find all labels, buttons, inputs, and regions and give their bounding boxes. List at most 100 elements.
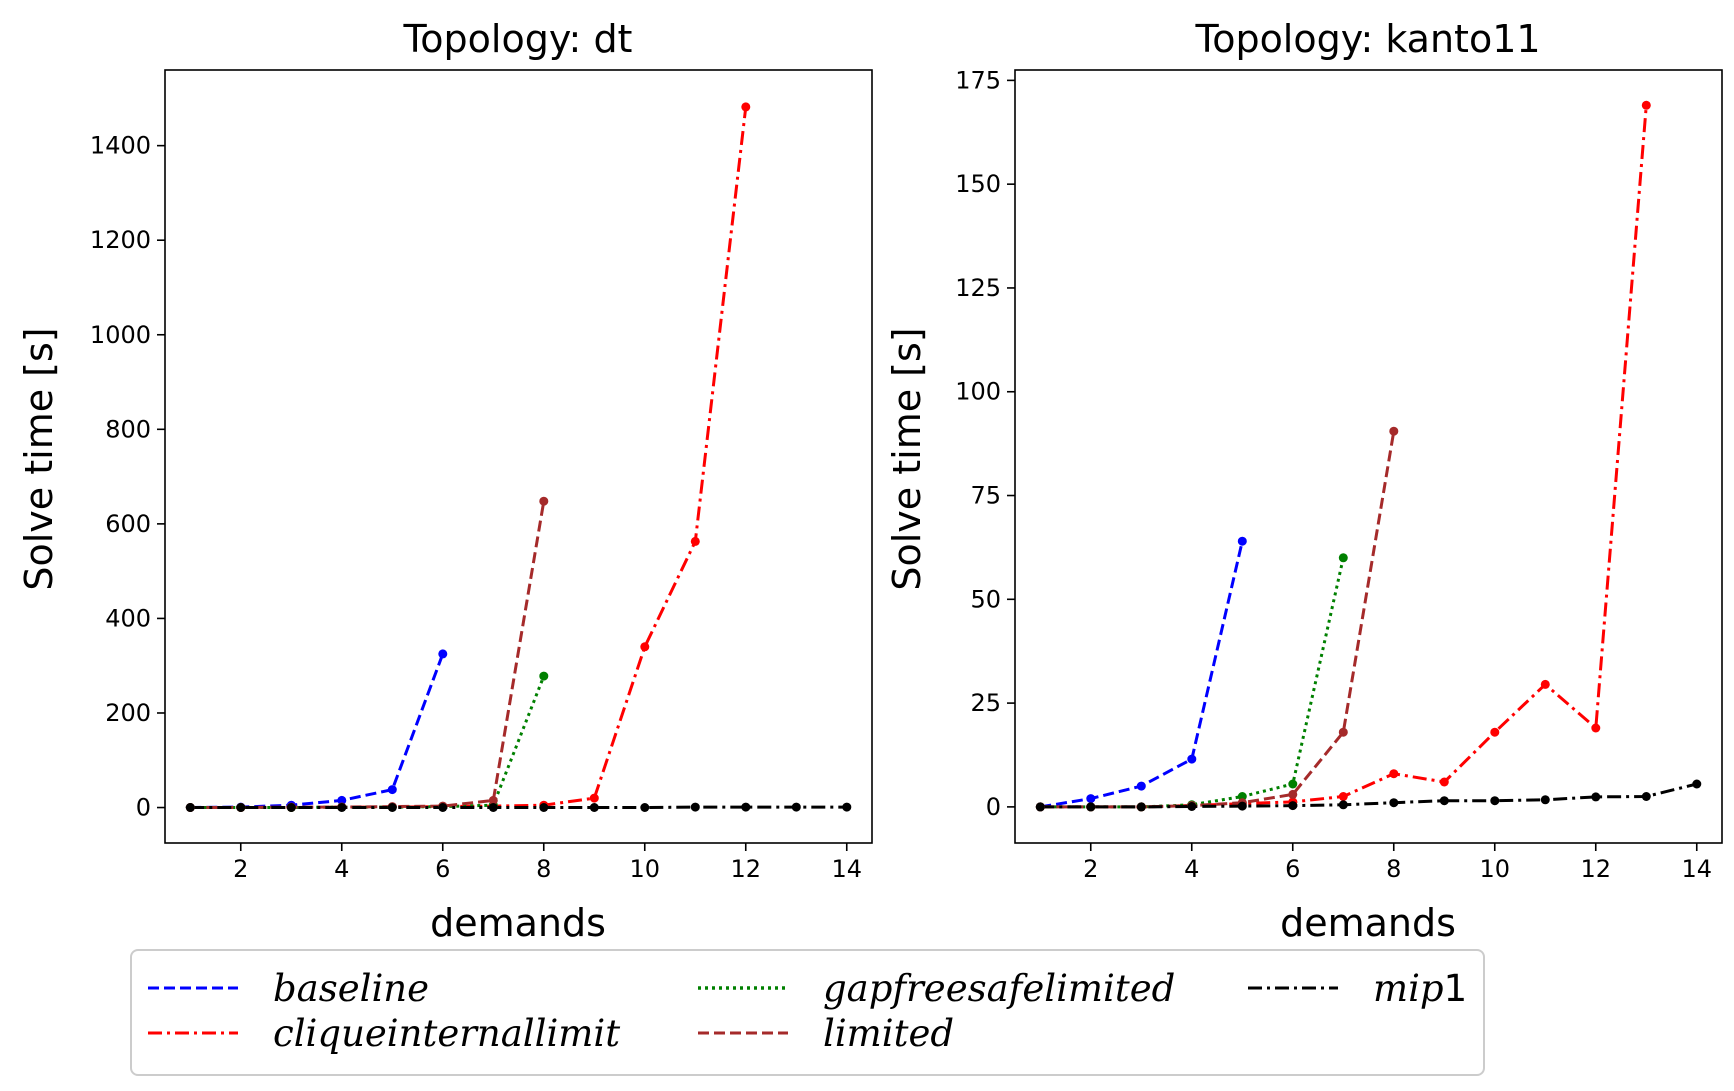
data-point-mip1: [387, 803, 397, 812]
y-tick-label: 0: [986, 793, 1001, 821]
data-point-baseline: [1136, 781, 1146, 791]
legend: baseline cliqueinternallimit gapfreesafe…: [130, 949, 1485, 1076]
legend-item-baseline: baseline: [148, 967, 429, 1010]
legend-label-cliqueinternallimit: cliqueinternallimit: [273, 1012, 620, 1055]
data-point-cliqueinternallimit: [589, 793, 599, 803]
data-point-mip1: [236, 803, 246, 812]
data-point-mip1: [741, 802, 751, 812]
series-line-cliqueinternallimit: [1040, 105, 1648, 809]
data-point-mip1: [1641, 792, 1651, 801]
x-tick-label: 6: [435, 855, 450, 883]
data-point-gapfreesafelimited: [1338, 553, 1348, 563]
y-tick-label: 800: [105, 415, 151, 443]
axis-ticks: 2 4 6 8 10 12 14 0 200 400 600 800 1000 1200 1400: [90, 132, 862, 883]
data-point-mip1: [488, 803, 498, 812]
x-tick-label: 2: [1083, 855, 1098, 883]
x-tick-label: 4: [1184, 855, 1199, 883]
series-line-gapfreesafelimited: [190, 675, 546, 809]
data-point-mip1: [1035, 802, 1045, 812]
series-line-baseline: [190, 653, 445, 809]
x-tick-label: 8: [536, 855, 551, 883]
data-point-mip1: [1086, 802, 1096, 812]
data-point-limited: [488, 795, 498, 805]
data-point-limited: [1389, 426, 1399, 436]
x-tick-label: 14: [831, 855, 862, 883]
x-axis-label: demands: [1280, 901, 1456, 945]
data-point-baseline: [1086, 794, 1096, 804]
y-tick-label: 400: [105, 604, 151, 632]
x-tick-label: 2: [233, 855, 248, 883]
y-tick-label: 100: [955, 378, 1001, 406]
data-point-mip1: [337, 803, 347, 812]
plot-area: [185, 102, 852, 812]
axes-frame: [1014, 69, 1723, 844]
y-tick-label: 50: [970, 585, 1001, 613]
data-point-mip1: [1288, 801, 1298, 811]
data-point-mip1: [1540, 795, 1550, 805]
data-point-baseline: [1237, 536, 1247, 546]
data-point-gapfreesafelimited: [1288, 779, 1298, 789]
y-tick-label: 1400: [90, 132, 151, 160]
y-tick-label: 25: [970, 689, 1001, 717]
plot-area: [1035, 100, 1702, 812]
x-tick-label: 4: [334, 855, 349, 883]
x-tick-label: 14: [1681, 855, 1712, 883]
data-point-mip1: [791, 802, 801, 812]
series-line-limited: [190, 500, 546, 809]
data-point-mip1: [842, 802, 852, 812]
data-point-cliqueinternallimit: [640, 642, 650, 652]
data-point-cliqueinternallimit: [1389, 769, 1399, 779]
legend-label-gapfreesafelimited: gapfreesafelimited: [823, 967, 1175, 1010]
data-point-mip1: [1490, 796, 1500, 806]
data-point-mip1: [1591, 792, 1601, 802]
data-point-mip1: [438, 803, 448, 812]
data-point-gapfreesafelimited: [1237, 792, 1247, 801]
data-point-mip1: [1187, 802, 1197, 811]
data-point-gapfreesafelimited: [539, 671, 549, 681]
chart-title: Topology: kanto11: [1194, 17, 1540, 61]
y-tick-label: 1200: [90, 226, 151, 254]
y-tick-label: 1000: [90, 321, 151, 349]
chart-title: Topology: dt: [403, 17, 633, 61]
chart-kanto11: Topology: kanto11 demands Solve time [s]…: [885, 17, 1723, 945]
data-point-mip1: [286, 803, 296, 812]
data-point-limited: [1338, 727, 1348, 737]
data-point-cliqueinternallimit: [1338, 792, 1348, 801]
data-point-mip1: [1439, 796, 1449, 806]
x-tick-label: 8: [1386, 855, 1401, 883]
legend-item-mip1: mip1: [1248, 967, 1467, 1010]
x-axis-label: demands: [430, 901, 606, 945]
data-point-baseline: [387, 785, 397, 795]
legend-label-baseline: baseline: [273, 967, 429, 1010]
data-point-cliqueinternallimit: [741, 102, 751, 112]
y-tick-label: 125: [955, 274, 1001, 302]
legend-item-limited: limited: [698, 1012, 954, 1055]
y-tick-label: 75: [970, 482, 1001, 510]
data-point-mip1: [589, 803, 599, 812]
series-line-gapfreesafelimited: [1040, 557, 1345, 809]
data-point-cliqueinternallimit: [690, 536, 700, 546]
data-point-mip1: [539, 803, 549, 812]
data-point-mip1: [690, 802, 700, 812]
legend-item-cliqueinternallimit: cliqueinternallimit: [148, 1012, 620, 1055]
y-tick-label: 150: [955, 170, 1001, 198]
x-tick-label: 10: [629, 855, 660, 883]
legend-item-gapfreesafelimited: gapfreesafelimited: [698, 967, 1175, 1010]
series-line-baseline: [1040, 540, 1244, 809]
data-point-mip1: [640, 803, 650, 812]
data-point-baseline: [337, 795, 347, 805]
data-point-mip1: [1338, 800, 1348, 810]
data-point-mip1: [1389, 798, 1399, 808]
data-point-baseline: [438, 649, 448, 659]
x-tick-label: 6: [1285, 855, 1300, 883]
data-point-mip1: [185, 803, 195, 812]
data-point-cliqueinternallimit: [1439, 777, 1449, 787]
data-point-mip1: [1692, 779, 1702, 789]
chart-dt: Topology: dt demands Solve time [s] 2 4 6 8…: [17, 17, 873, 945]
x-tick-label: 10: [1479, 855, 1510, 883]
axes-frame: [164, 69, 873, 844]
y-tick-label: 600: [105, 510, 151, 538]
data-point-cliqueinternallimit: [1641, 100, 1651, 110]
series-line-cliqueinternallimit: [190, 106, 748, 809]
